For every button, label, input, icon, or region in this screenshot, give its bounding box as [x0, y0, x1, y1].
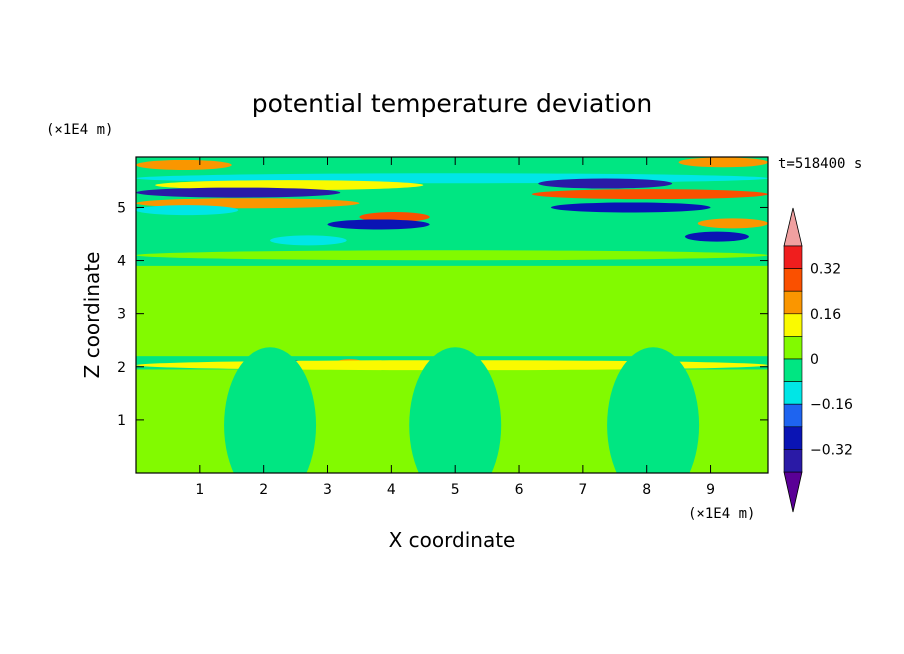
- colorbar-max-triangle: [783, 207, 803, 247]
- field-layers: [136, 157, 768, 473]
- field-band: [531, 189, 768, 200]
- colorbar-label: 0: [810, 352, 819, 368]
- plot-area: [136, 157, 768, 473]
- field-cell: [224, 347, 317, 473]
- plot-frame: [135, 156, 769, 474]
- colorbar-segment: [783, 426, 803, 450]
- chart-title: potential temperature deviation: [252, 89, 652, 118]
- colorbar-min-triangle: [783, 471, 803, 513]
- x-tick-label: 1: [195, 482, 204, 498]
- field-band: [136, 187, 341, 198]
- colorbar-segment: [783, 313, 803, 337]
- x-tick-label: 6: [515, 482, 524, 498]
- y-axis: 1 2 3 4 5: [117, 200, 768, 429]
- colorbar-label: 0.32: [810, 262, 841, 278]
- field-band: [136, 250, 768, 261]
- field-zone: [136, 337, 768, 357]
- y-tick-label: 4: [117, 254, 126, 270]
- colorbar-label: 0.16: [810, 307, 841, 323]
- field-band: [136, 159, 232, 170]
- colorbar-segment: [783, 449, 803, 473]
- x-tick-label: 9: [706, 482, 715, 498]
- x-tick-label: 3: [323, 482, 332, 498]
- field-band: [678, 157, 768, 168]
- field-band: [550, 202, 711, 213]
- y-axis-label: Z coordinate: [80, 252, 104, 379]
- field-band: [538, 178, 673, 189]
- x-tick-label: 2: [259, 482, 268, 498]
- colorbar-label: −0.16: [810, 397, 853, 413]
- field-band: [270, 235, 347, 246]
- field-cell: [409, 347, 502, 473]
- y-tick-label: 3: [117, 307, 126, 323]
- field-band: [697, 218, 768, 229]
- colorbar-segment: [783, 403, 803, 428]
- field-band: [136, 205, 239, 216]
- y-tick-label: 5: [117, 200, 126, 216]
- colorbar-segment: [783, 381, 803, 405]
- x-unit-label: (×1E4 m): [688, 506, 755, 522]
- x-tick-label: 8: [642, 482, 651, 498]
- field-band: [327, 219, 430, 230]
- colorbar-segment: [783, 358, 803, 382]
- time-label: t=518400 s: [778, 156, 862, 172]
- field-cell: [607, 347, 700, 473]
- x-axis: 1 2 3 4 5 6 7 8 9: [195, 157, 715, 498]
- colorbar-label: −0.32: [810, 442, 853, 458]
- x-tick-label: 5: [451, 482, 460, 498]
- colorbar: 0.32 0.16 0 −0.16 −0.32: [783, 207, 853, 513]
- y-tick-label: 1: [117, 413, 126, 429]
- colorbar-segment: [783, 245, 803, 269]
- y-tick-label: 2: [117, 360, 126, 376]
- y-unit-label: (×1E4 m): [46, 122, 113, 138]
- x-axis-label: X coordinate: [389, 528, 516, 552]
- x-tick-label: 4: [387, 482, 396, 498]
- x-tick-label: 7: [578, 482, 587, 498]
- colorbar-segment: [783, 290, 803, 315]
- colorbar-segment: [783, 336, 803, 360]
- field-band: [685, 231, 749, 242]
- field-zone: [136, 265, 768, 346]
- colorbar-segment: [783, 268, 803, 292]
